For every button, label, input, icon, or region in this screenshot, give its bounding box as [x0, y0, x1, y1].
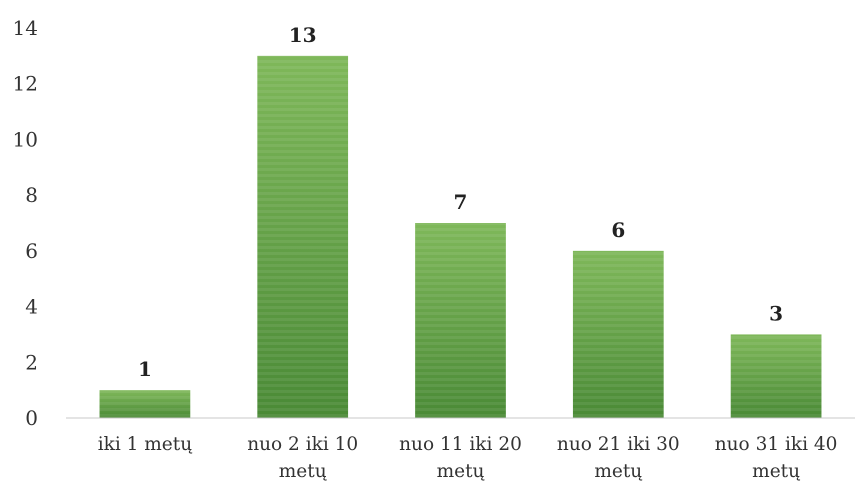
bar-texture [415, 223, 506, 418]
bar-texture [99, 390, 191, 418]
y-tick-label: 12 [13, 72, 38, 96]
y-axis: 0 2 4 6 8 10 12 14 [13, 16, 38, 430]
bars [99, 55, 822, 418]
x-tick-label: nuo 2 iki 10 [247, 434, 358, 455]
data-label: 7 [454, 190, 468, 214]
data-label: 1 [138, 357, 152, 381]
y-tick-label: 0 [25, 406, 38, 430]
x-tick-label: nuo 11 iki 20 [399, 434, 522, 455]
x-tick-label: metų [279, 461, 327, 482]
data-label: 3 [769, 301, 783, 325]
y-tick-label: 4 [25, 295, 38, 319]
bar-texture [257, 55, 349, 418]
data-label: 13 [289, 23, 317, 47]
y-tick-label: 2 [25, 350, 38, 374]
x-tick-label: metų [752, 461, 800, 482]
bar-texture [730, 334, 822, 418]
x-tick-label: iki 1 metų [98, 434, 193, 455]
data-labels: 1 13 7 6 3 [138, 23, 783, 381]
x-tick-label: metų [437, 461, 485, 482]
x-tick-label: metų [594, 461, 642, 482]
x-tick-label: nuo 31 iki 40 [715, 434, 838, 455]
y-tick-label: 6 [25, 239, 38, 263]
y-tick-label: 8 [25, 183, 38, 207]
y-tick-label: 10 [13, 127, 38, 151]
bar-texture [572, 250, 664, 418]
x-tick-label: nuo 21 iki 30 [557, 434, 680, 455]
y-tick-label: 14 [13, 16, 38, 40]
data-label: 6 [611, 218, 625, 242]
x-axis: iki 1 metų nuo 2 iki 10 metų nuo 11 iki 20 m… [66, 417, 855, 482]
